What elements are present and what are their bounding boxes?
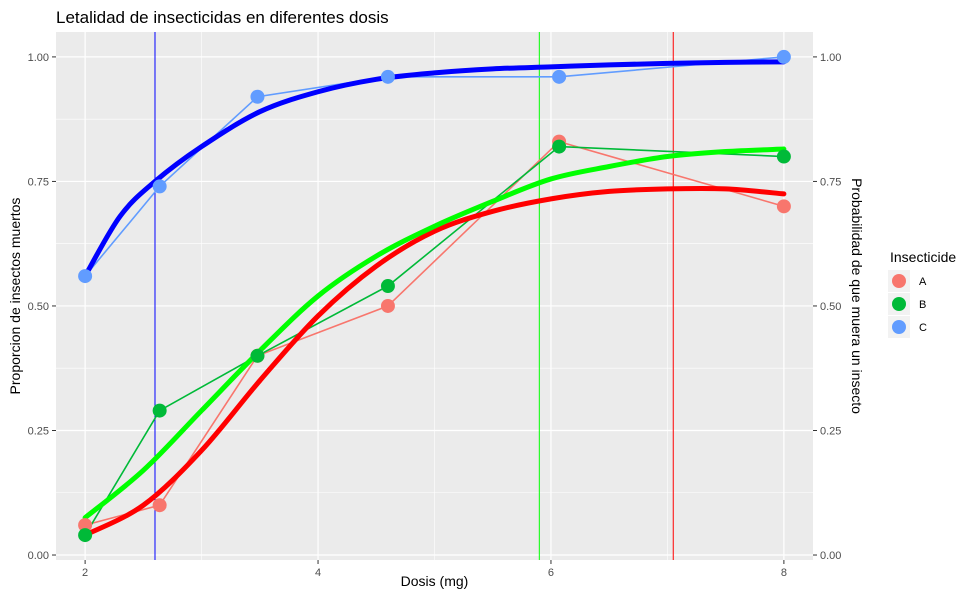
legend-title: Insecticide	[890, 249, 956, 265]
data-point-B	[152, 403, 167, 418]
observed-points	[78, 49, 791, 543]
data-point-B	[380, 279, 395, 294]
data-point-B	[78, 528, 93, 543]
data-point-C	[552, 69, 567, 84]
y-tick-label-left: 0.75	[28, 176, 49, 188]
data-point-B	[552, 139, 567, 154]
y-tick-label-left: 1.00	[28, 52, 49, 64]
y-tick-label-left: 0.25	[28, 425, 49, 437]
data-point-B	[776, 149, 791, 164]
legend-key-B	[892, 297, 906, 311]
y-tick-label-right: 0.25	[820, 425, 841, 437]
legend-key-C	[892, 320, 906, 334]
legend-key-A	[892, 274, 906, 288]
grid-lines	[56, 32, 813, 560]
data-point-C	[78, 269, 93, 284]
x-axis-title: Dosis (mg)	[401, 573, 469, 589]
data-point-B	[250, 348, 265, 363]
y-tick-label-left: 0.00	[28, 550, 49, 562]
legend-label-A: A	[919, 276, 927, 288]
y-axis-title: Proporcion de insectos muertos	[7, 198, 23, 395]
x-tick-label: 8	[781, 567, 787, 579]
data-point-C	[250, 89, 265, 104]
y-tick-label-right: 0.50	[820, 301, 841, 313]
y-tick-label-right: 1.00	[820, 52, 841, 64]
data-point-A	[78, 518, 93, 533]
data-point-A	[152, 498, 167, 513]
series-line-A	[84, 140, 785, 526]
legend-label-B: B	[919, 299, 926, 311]
y-tick-label-right: 0.00	[820, 550, 841, 562]
data-point-C	[152, 179, 167, 194]
y-axis-right-title: Probabilidad de que muera un insecto	[849, 178, 865, 414]
y-tick-label-left: 0.50	[28, 301, 49, 313]
x-tick-label: 2	[82, 567, 88, 579]
series-line-C	[84, 56, 784, 277]
x-tick-label: 6	[548, 567, 554, 579]
chart-title: Letalidad de insecticidas en diferentes …	[56, 8, 389, 27]
legend-label-C: C	[919, 322, 927, 334]
fitted-curve	[82, 146, 787, 521]
x-tick-label: 4	[315, 567, 321, 579]
vertical-reference-lines	[154, 32, 674, 560]
observed-series-lines	[84, 56, 785, 536]
data-point-C	[776, 49, 791, 64]
data-point-A	[380, 298, 395, 313]
fitted-curve	[82, 185, 787, 538]
axes: 2 4 6 8 0.00 0.00 0.25 0.25 0.50 0.50 0.75 0.75 1.00…	[28, 52, 842, 579]
data-point-A	[776, 199, 791, 214]
y-tick-label-right: 0.75	[820, 176, 841, 188]
series-line-B	[84, 145, 784, 536]
legend: Insecticide ABC	[888, 249, 956, 338]
data-point-C	[380, 69, 395, 84]
